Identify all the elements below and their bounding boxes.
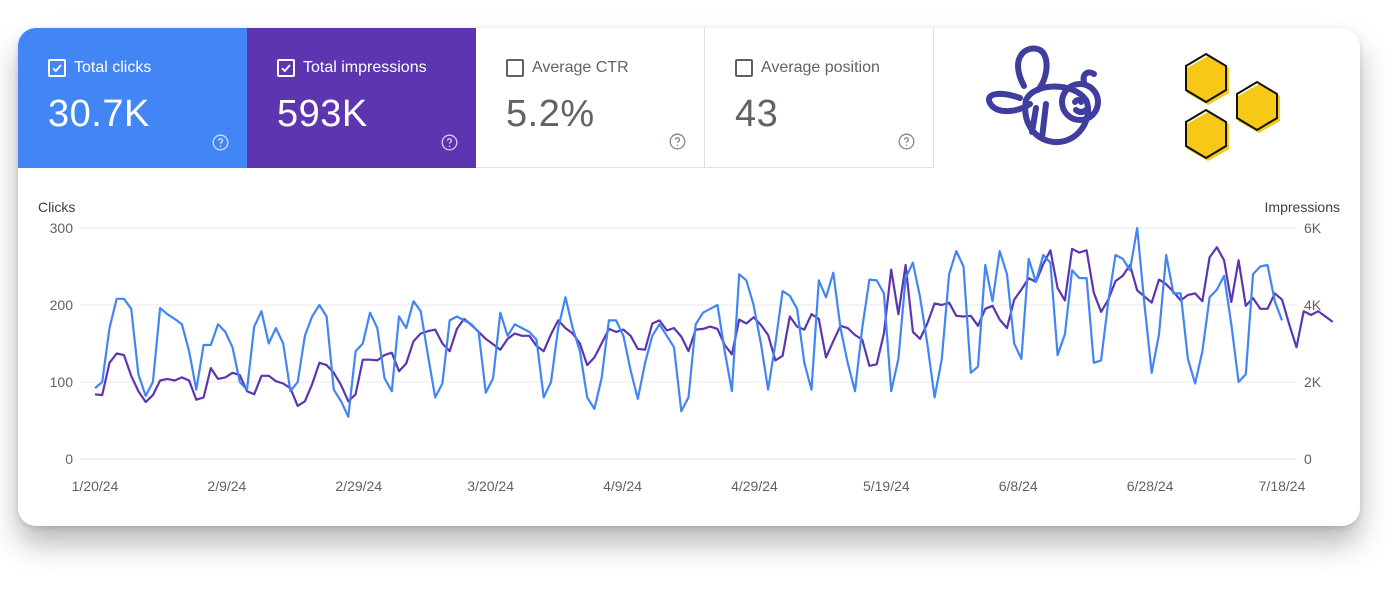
tile-value: 593K [277, 93, 368, 135]
right-tick-label: 2K [1304, 374, 1322, 390]
help-circle-icon[interactable] [441, 134, 458, 151]
clicks-series-line [94, 226, 1284, 418]
tile-value: 43 [735, 93, 779, 135]
tile-value: 30.7K [48, 93, 150, 135]
metric-tiles: Total clicks 30.7K Total impressions 593… [18, 28, 934, 168]
right-tick-label: 6K [1304, 220, 1322, 236]
impressions-series-line [94, 246, 1334, 407]
brand-logos [986, 45, 1280, 161]
checkbox-icon[interactable] [277, 59, 295, 77]
tile-header: Total clicks [48, 57, 247, 79]
tile-total-impressions[interactable]: Total impressions 593K [247, 28, 476, 168]
tile-label: Average position [761, 59, 880, 76]
right-axis-label: Impressions [1265, 199, 1340, 215]
left-tick-label: 200 [50, 297, 74, 313]
left-axis-label: Clicks [38, 199, 75, 215]
x-tick-label: 4/29/24 [731, 478, 778, 494]
x-tick-label: 2/9/24 [207, 478, 246, 494]
tile-average-position[interactable]: Average position 43 [705, 28, 934, 168]
tile-header: Average CTR [506, 57, 704, 79]
tile-label: Total clicks [74, 59, 152, 76]
x-tick-label: 6/8/24 [999, 478, 1038, 494]
left-tick-label: 300 [50, 220, 74, 236]
tile-label: Average CTR [532, 59, 629, 76]
x-tick-label: 1/20/24 [72, 478, 119, 494]
tile-label: Total impressions [303, 59, 427, 76]
performance-chart: Clicks Impressions 0 100 200 300 0 2K 4K 6K 1/20… [18, 168, 1360, 526]
right-tick-label: 0 [1304, 451, 1312, 467]
tile-average-ctr[interactable]: Average CTR 5.2% [476, 28, 705, 168]
right-tick-label: 4K [1304, 297, 1322, 313]
tile-total-clicks[interactable]: Total clicks 30.7K [18, 28, 247, 168]
help-circle-icon[interactable] [898, 133, 915, 150]
tile-header: Total impressions [277, 57, 476, 79]
bee-logo-icon [986, 45, 1101, 146]
x-tick-label: 6/28/24 [1127, 478, 1174, 494]
x-tick-label: 2/29/24 [335, 478, 382, 494]
left-tick-label: 0 [65, 451, 73, 467]
checkbox-icon[interactable] [48, 59, 66, 77]
x-tick-label: 4/9/24 [603, 478, 642, 494]
help-circle-icon[interactable] [212, 134, 229, 151]
performance-card: Total clicks 30.7K Total impressions 593… [18, 28, 1360, 526]
line-chart: Clicks Impressions 0 100 200 300 0 2K 4K 6K 1/20… [38, 199, 1340, 494]
tile-header: Average position [735, 57, 933, 79]
tile-value: 5.2% [506, 93, 595, 135]
help-circle-icon[interactable] [669, 133, 686, 150]
checkbox-icon[interactable] [506, 59, 524, 77]
honeycomb-logo-icon [1185, 52, 1280, 161]
x-tick-label: 5/19/24 [863, 478, 910, 494]
left-tick-label: 100 [50, 374, 74, 390]
x-tick-label: 3/20/24 [467, 478, 514, 494]
x-tick-label: 7/18/24 [1259, 478, 1306, 494]
checkbox-icon[interactable] [735, 59, 753, 77]
